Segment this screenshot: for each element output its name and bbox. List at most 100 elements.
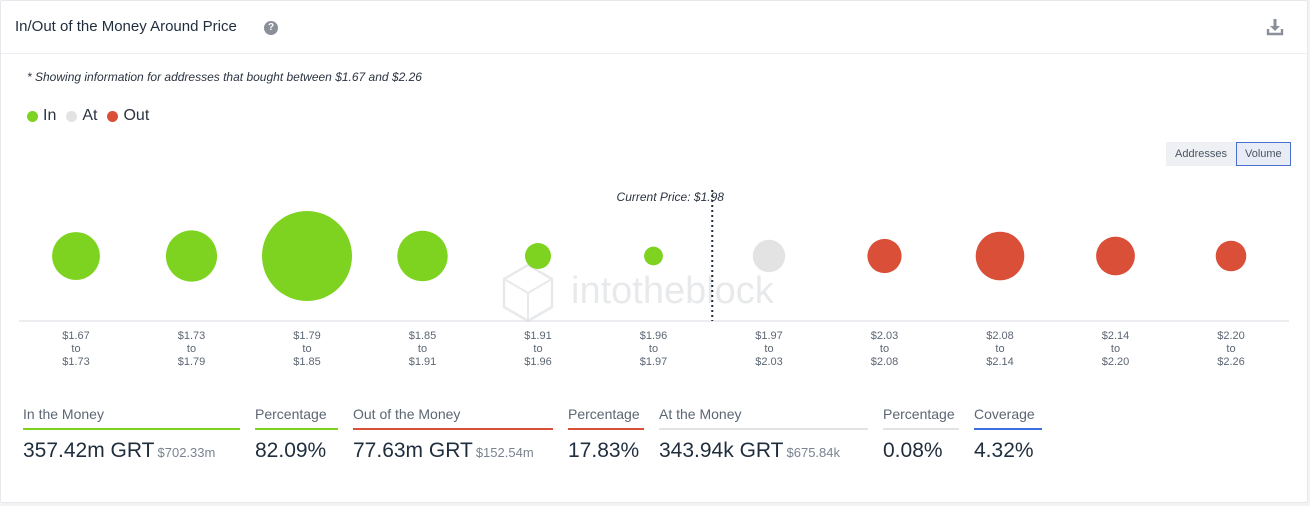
tick-label-4-1: to [533, 343, 542, 355]
stat-out-of-the-money: Out of the Money 77.63m GRT $152.54m [353, 404, 553, 463]
tick-label-9-2: $2.20 [1102, 356, 1130, 368]
tick-label-2-1: to [302, 343, 311, 355]
stat-line-at-pct [883, 428, 959, 430]
tick-label-5-0: $1.96 [640, 330, 668, 342]
tick-label-3-1: to [418, 343, 427, 355]
tick-label-9-0: $2.14 [1102, 330, 1130, 342]
addresses-toggle-button[interactable]: Addresses [1166, 142, 1236, 166]
tick-label-3-0: $1.85 [409, 330, 437, 342]
tick-label-2-2: $1.85 [293, 356, 321, 368]
legend-label-at: At [82, 107, 98, 124]
stat-value-out: 77.63m GRT $152.54m [353, 439, 534, 462]
bubble-out-10[interactable] [1215, 240, 1247, 272]
tick-label-10-0: $2.20 [1217, 330, 1245, 342]
tick-label-8-0: $2.08 [986, 330, 1014, 342]
tick-label-6-1: to [764, 343, 773, 355]
stat-label-at: At the Money [659, 406, 742, 422]
bubble-in-0[interactable] [52, 232, 100, 280]
tick-label-5-2: $1.97 [640, 356, 668, 368]
tick-label-1-0: $1.73 [178, 330, 206, 342]
stat-value-coverage: 4.32% [974, 439, 1034, 462]
stat-sub-out: $152.54m [475, 445, 534, 460]
legend-dot-in [27, 110, 38, 122]
stat-in-percentage: Percentage 82.09% [255, 404, 338, 463]
intotheblock-watermark: intotheblock [502, 263, 775, 323]
tick-label-4-2: $1.96 [524, 356, 552, 368]
stat-line-coverage [974, 428, 1042, 430]
tick-label-5-1: to [649, 343, 658, 355]
tick-label-8-2: $2.14 [986, 356, 1014, 368]
tick-label-9-1: to [1111, 343, 1120, 355]
chart-legend: In At Out [27, 107, 159, 125]
stat-label-out-pct: Percentage [568, 406, 640, 422]
stat-at-percentage: Percentage 0.08% [883, 404, 959, 463]
tick-label-0-1: to [71, 343, 80, 355]
legend-dot-at [66, 110, 78, 122]
legend-label-out: Out [123, 107, 150, 124]
stat-out-percentage: Percentage 17.83% [568, 404, 644, 463]
stat-line-in [23, 428, 240, 430]
card-title: In/Out of the Money Around Price [15, 18, 237, 35]
stat-line-out-pct [568, 428, 644, 430]
bubble-in-1[interactable] [165, 230, 218, 282]
volume-toggle-button[interactable]: Volume [1235, 142, 1291, 166]
bubble-out-9[interactable] [1096, 236, 1135, 276]
bubble-in-3[interactable] [397, 230, 448, 282]
tick-label-7-0: $2.03 [871, 330, 899, 342]
tick-label-7-1: to [880, 343, 889, 355]
stat-label-at-pct: Percentage [883, 406, 955, 422]
tick-label-1-1: to [187, 343, 196, 355]
x-tick-labels: $1.67to$1.73$1.73to$1.79$1.79to$1.85$1.8… [62, 330, 1245, 368]
metric-toggle: Addresses Volume [1166, 142, 1291, 166]
watermark-text: intotheblock [571, 270, 775, 312]
legend-item-out[interactable]: Out [107, 107, 149, 125]
stat-at-the-money: At the Money 343.94k GRT $675.84k [659, 404, 868, 463]
tick-label-4-0: $1.91 [524, 330, 552, 342]
question-circle-icon[interactable]: ? [264, 21, 278, 35]
tick-label-2-0: $1.79 [293, 330, 321, 342]
stat-label-in-pct: Percentage [255, 406, 327, 422]
card-header: In/Out of the Money Around Price ? [1, 1, 1307, 54]
range-note: * Showing information for addresses that… [27, 70, 422, 84]
bubble-out-8[interactable] [975, 231, 1025, 281]
tick-label-7-2: $2.08 [871, 356, 899, 368]
stat-line-at [659, 428, 868, 430]
tick-label-0-2: $1.73 [62, 356, 90, 368]
current-price-marker: Current Price: $1.98 [617, 190, 725, 321]
bubble-chart: intotheblock $1.67to$1.73$1.73to$1.79$1.… [19, 190, 1289, 368]
stat-value-in-pct: 82.09% [255, 439, 327, 462]
tick-label-1-2: $1.79 [178, 356, 206, 368]
bubble-out-7[interactable] [867, 238, 902, 274]
tick-label-6-0: $1.97 [755, 330, 783, 342]
bubble-at-6[interactable] [752, 239, 786, 273]
stat-line-in-pct [255, 428, 338, 430]
download-icon[interactable] [1265, 17, 1285, 37]
bubble-in-5[interactable] [644, 246, 663, 266]
tick-label-10-1: to [1226, 343, 1235, 355]
stat-line-out [353, 428, 553, 430]
legend-dot-out [107, 110, 119, 122]
stat-coverage: Coverage 4.32% [974, 404, 1042, 463]
legend-item-at[interactable]: At [66, 107, 97, 125]
stat-label-out: Out of the Money [353, 406, 461, 422]
stat-label-in: In the Money [23, 406, 104, 422]
bubble-in-2[interactable] [262, 211, 352, 301]
stat-sub-in: $702.33m [157, 445, 216, 460]
stat-value-at: 343.94k GRT $675.84k [659, 439, 841, 462]
current-price-label: Current Price: $1.98 [617, 190, 725, 204]
stat-value-in: 357.42m GRT $702.33m [23, 439, 216, 462]
tick-label-10-2: $2.26 [1217, 356, 1245, 368]
stat-value-out-pct: 17.83% [568, 439, 640, 462]
stat-label-coverage: Coverage [974, 406, 1035, 422]
legend-label-in: In [43, 107, 57, 124]
bubble-in-4[interactable] [525, 243, 551, 269]
stat-value-at-pct: 0.08% [883, 439, 943, 462]
stat-in-the-money: In the Money 357.42m GRT $702.33m [23, 404, 240, 463]
bubbles-group [52, 211, 1247, 301]
watermark-logo-icon [502, 263, 554, 323]
tick-label-0-0: $1.67 [62, 330, 90, 342]
legend-item-in[interactable]: In [27, 107, 56, 125]
tick-label-3-2: $1.91 [409, 356, 437, 368]
tick-label-8-1: to [995, 343, 1004, 355]
